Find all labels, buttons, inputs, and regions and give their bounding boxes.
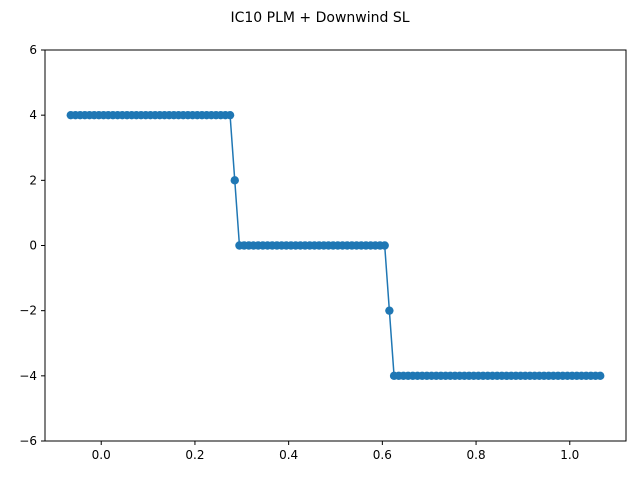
data-point: [230, 176, 239, 185]
data-point: [380, 241, 389, 250]
x-tick-label: 0.0: [92, 448, 111, 462]
chart-title: IC10 PLM + Downwind SL: [230, 10, 409, 26]
x-tick-label: 1.0: [560, 448, 579, 462]
x-tick-label: 0.4: [279, 448, 298, 462]
y-tick-label: −4: [19, 369, 37, 383]
y-tick-label: 2: [29, 173, 37, 187]
y-tick-label: 6: [29, 43, 37, 57]
y-tick-label: 4: [29, 108, 37, 122]
y-tick-label: 0: [29, 239, 37, 253]
data-point: [225, 110, 235, 120]
x-tick-label: 0.2: [185, 448, 204, 462]
y-tick-label: −6: [19, 434, 37, 448]
y-axis: −6 −4 −2 0 2 4 6: [19, 43, 45, 448]
data-point: [385, 306, 394, 315]
data-point: [596, 371, 605, 381]
x-axis: 0.0 0.2 0.4 0.6 0.8 1.0: [92, 441, 579, 462]
plot-series: [66, 110, 605, 381]
y-tick-label: −2: [19, 304, 37, 318]
x-tick-label: 0.6: [373, 448, 392, 462]
axes-frame: [44, 49, 627, 442]
x-tick-label: 0.8: [467, 448, 486, 462]
